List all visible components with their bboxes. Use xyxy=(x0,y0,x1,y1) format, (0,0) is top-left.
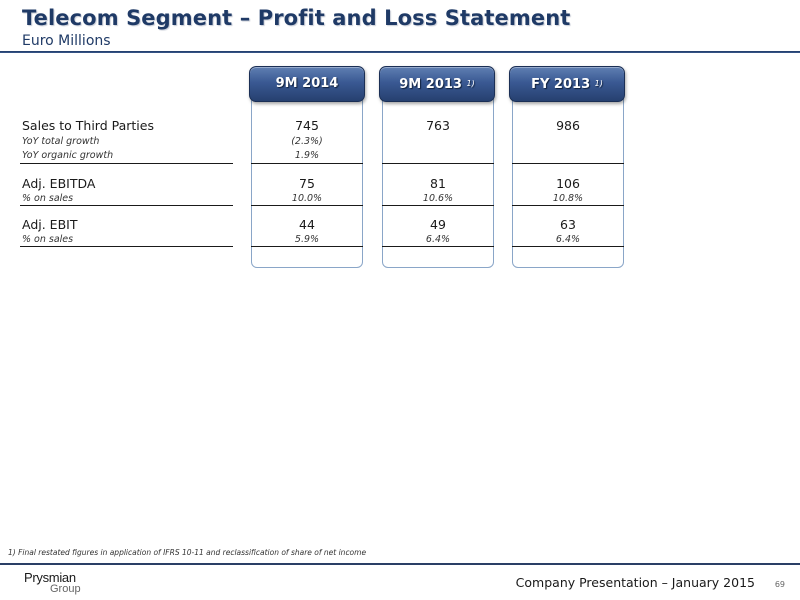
cell-yoy-organic-9m-2014: 1.9% xyxy=(294,150,320,161)
row-divider xyxy=(512,205,624,206)
row-divider xyxy=(251,205,363,206)
column-header-9m-2013: 9M 2013 1) xyxy=(379,66,495,102)
column-header-note: 1) xyxy=(466,79,475,88)
column-header-label: 9M 2013 xyxy=(399,77,462,92)
row-divider xyxy=(251,246,363,247)
company-logo: Prysmian Group xyxy=(24,570,94,598)
column-panel-fy-2013 xyxy=(512,88,624,268)
column-panel-9m-2013 xyxy=(382,88,494,268)
row-label-ebitda: Adj. EBITDA xyxy=(22,176,96,191)
logo-text-line1: Prysmian xyxy=(24,570,76,585)
column-header-fy-2013: FY 2013 1) xyxy=(509,66,625,102)
row-divider xyxy=(20,163,233,164)
cell-ebitda-pct-9m-2014: 10.0% xyxy=(291,193,323,204)
logo-text-line2: Group xyxy=(50,583,81,595)
cell-ebitda-pct-9m-2013: 10.6% xyxy=(422,193,454,204)
footnote: 1) Final restated figures in application… xyxy=(8,548,367,557)
row-label-ebit-pct: % on sales xyxy=(22,234,74,245)
column-header-note: 1) xyxy=(594,79,603,88)
cell-ebit-9m-2013: 49 xyxy=(430,217,446,232)
page-title: Telecom Segment – Profit and Loss Statem… xyxy=(22,6,571,30)
column-header-9m-2014: 9M 2014 xyxy=(249,66,365,102)
cell-sales-fy-2013: 986 xyxy=(556,118,580,133)
row-divider xyxy=(251,163,363,164)
row-divider xyxy=(20,205,233,206)
presentation-title: Company Presentation – January 2015 xyxy=(515,575,755,590)
title-divider xyxy=(0,51,800,53)
cell-sales-9m-2013: 763 xyxy=(426,118,450,133)
row-divider xyxy=(382,205,494,206)
row-divider xyxy=(382,246,494,247)
row-divider xyxy=(382,163,494,164)
row-divider xyxy=(512,163,624,164)
column-panel-9m-2014 xyxy=(251,88,363,268)
cell-ebitda-fy-2013: 106 xyxy=(556,176,580,191)
column-header-label: 9M 2014 xyxy=(275,76,339,91)
cell-ebit-pct-9m-2014: 5.9% xyxy=(294,234,320,245)
row-label-yoy-total: YoY total growth xyxy=(22,136,100,147)
cell-ebit-pct-9m-2013: 6.4% xyxy=(425,234,451,245)
cell-ebit-pct-fy-2013: 6.4% xyxy=(555,234,581,245)
row-label-yoy-organic: YoY organic growth xyxy=(22,150,114,161)
page-subtitle: Euro Millions xyxy=(22,33,111,49)
column-header-label: FY 2013 xyxy=(531,77,591,92)
row-divider xyxy=(512,246,624,247)
row-label-ebitda-pct: % on sales xyxy=(22,193,74,204)
footer-divider xyxy=(0,563,800,565)
cell-ebit-fy-2013: 63 xyxy=(560,217,576,232)
cell-sales-9m-2014: 745 xyxy=(295,118,319,133)
page-number: 69 xyxy=(774,580,785,589)
cell-ebitda-9m-2014: 75 xyxy=(299,176,315,191)
row-divider xyxy=(20,246,233,247)
cell-ebit-9m-2014: 44 xyxy=(299,217,315,232)
row-label-ebit: Adj. EBIT xyxy=(22,217,78,232)
cell-ebitda-9m-2013: 81 xyxy=(430,176,446,191)
cell-ebitda-pct-fy-2013: 10.8% xyxy=(552,193,584,204)
cell-yoy-total-9m-2014: (2.3%) xyxy=(291,136,323,147)
row-label-sales: Sales to Third Parties xyxy=(22,118,154,133)
